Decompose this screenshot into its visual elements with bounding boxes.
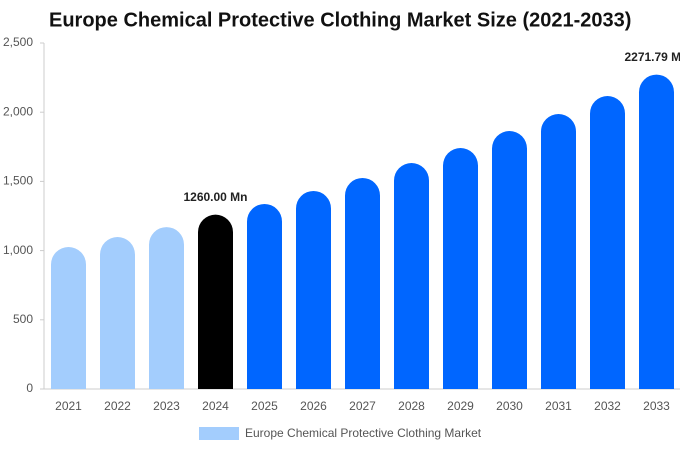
bar [492, 131, 527, 390]
bar [345, 177, 380, 389]
bar [590, 96, 625, 389]
value-label: 2271.79 Mn [624, 50, 680, 64]
x-tick-label: 2032 [594, 399, 621, 413]
bar [51, 247, 86, 389]
bar [149, 227, 184, 389]
x-tick-label: 2030 [496, 399, 523, 413]
legend-label: Europe Chemical Protective Clothing Mark… [245, 426, 482, 440]
x-tick-label: 2027 [349, 399, 376, 413]
x-tick-label: 2025 [251, 399, 278, 413]
bar [541, 113, 576, 389]
x-tick-label: 2024 [202, 399, 229, 413]
legend-swatch [199, 427, 239, 440]
value-label: 1260.00 Mn [183, 190, 247, 204]
x-tick-label: 2022 [104, 399, 131, 413]
x-tick-label: 2021 [55, 399, 82, 413]
bar [394, 162, 429, 389]
y-tick-label: 1,000 [3, 243, 33, 257]
bar [443, 148, 478, 389]
bar [100, 237, 135, 389]
y-tick-label: 500 [13, 312, 33, 326]
chart-title: Europe Chemical Protective Clothing Mark… [49, 9, 631, 31]
y-tick-label: 2,500 [3, 35, 33, 49]
bar [247, 203, 282, 389]
x-tick-label: 2029 [447, 399, 474, 413]
x-tick-label: 2033 [643, 399, 670, 413]
bar [296, 190, 331, 389]
y-tick-label: 2,000 [3, 104, 33, 118]
x-tick-label: 2026 [300, 399, 327, 413]
x-tick-label: 2023 [153, 399, 180, 413]
bar [198, 214, 233, 389]
x-tick-label: 2028 [398, 399, 425, 413]
x-tick-label: 2031 [545, 399, 572, 413]
y-tick-label: 1,500 [3, 174, 33, 188]
bar [639, 74, 674, 390]
y-tick-label: 0 [26, 381, 33, 395]
